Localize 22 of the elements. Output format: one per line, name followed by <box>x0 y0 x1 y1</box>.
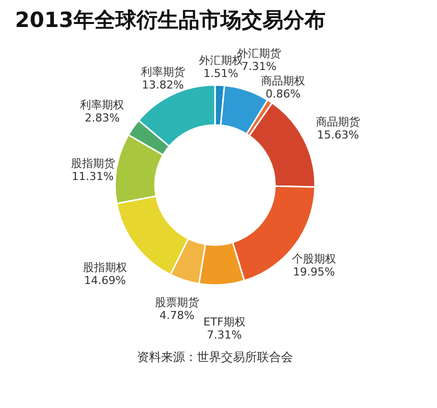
data-label: 7.31% <box>242 60 276 74</box>
data-label: 13.82% <box>142 78 184 92</box>
slice-label: ETF期权 <box>203 316 246 329</box>
slice-label: 利率期权 <box>80 98 124 112</box>
data-label: 4.78% <box>160 309 194 322</box>
slice-label: 商品期货 <box>316 115 360 128</box>
data-label: 0.86% <box>266 87 301 100</box>
text: 资料来源：世界交易所联合会 <box>137 350 293 364</box>
data-label: 19.95% <box>293 266 335 279</box>
data-label: 11.31% <box>72 170 114 184</box>
slice-label: 个股期权 <box>292 252 336 266</box>
data-label: 1.51% <box>203 67 238 80</box>
slice-label: 利率期货 <box>140 66 185 79</box>
data-label: 14.69% <box>84 274 126 288</box>
slice-label: 股票期货 <box>154 296 199 310</box>
slice-label: 商品期权 <box>261 74 306 88</box>
slice-label: 股指期权 <box>82 261 127 274</box>
data-label: 7.31% <box>206 328 242 342</box>
chart-title: 2013年全球衍生品市场交易分布 <box>15 8 326 32</box>
slice-label: 股指期货 <box>70 157 115 170</box>
data-label: 2.83% <box>84 112 120 125</box>
data-label: 15.63% <box>316 128 359 142</box>
